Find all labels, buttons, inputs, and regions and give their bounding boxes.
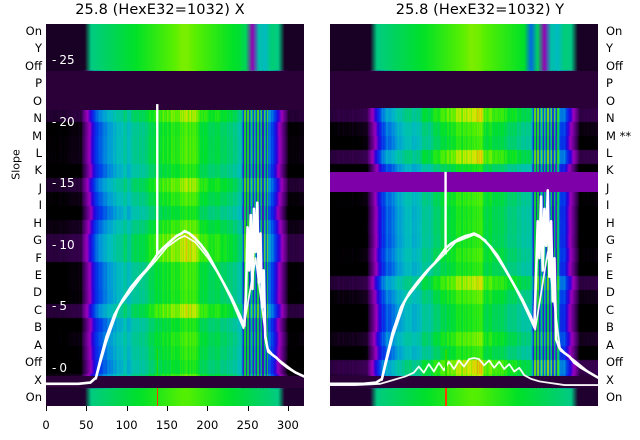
xtickmark-100 — [126, 406, 128, 411]
xtick-150: 150 — [155, 418, 178, 432]
panel-y-title: 25.8 (HexE32=1032) Y — [395, 2, 565, 18]
xtickmark-50 — [86, 406, 88, 411]
category-label-20: X — [606, 372, 614, 387]
panel-y-red-marker-line — [445, 388, 447, 406]
category-label-12: G — [33, 233, 42, 248]
panel-x-plot-area — [46, 24, 304, 406]
xtick-250: 250 — [236, 418, 259, 432]
panel-y-trace-group — [330, 171, 598, 386]
xtickmark-150 — [166, 406, 168, 411]
category-label-18: A — [34, 337, 42, 352]
ytick-0: -0 — [52, 361, 67, 375]
panel-y-dark-band-top — [330, 70, 598, 108]
xtickmark-250 — [247, 406, 249, 411]
xtickmark-0 — [46, 406, 47, 411]
panel-x-title: 25.8 (HexE32=1032) X — [75, 2, 245, 18]
category-label-8: K — [606, 163, 614, 178]
trace-main — [330, 189, 598, 386]
category-label-11: H — [606, 215, 615, 230]
category-label-21: On — [25, 390, 42, 404]
xtickmark-300 — [287, 406, 289, 411]
left-category-axis: On Y Off P O N M L K J I H G F E D C B A Off X On — [4, 24, 44, 406]
xtick-300: 300 — [276, 418, 299, 432]
category-label-2: Off — [606, 58, 623, 73]
category-label-4: O — [606, 93, 616, 108]
category-label-4: O — [32, 93, 42, 108]
panel-y: 25.8 (HexE32=1032) Y -25-20-15-10-5-0 05… — [320, 0, 640, 440]
panel-x-red-marker-line — [156, 388, 159, 406]
xtick-100: 100 — [115, 418, 138, 432]
category-label-20: X — [34, 372, 42, 387]
category-label-1: Y — [606, 41, 614, 56]
xtickmark-200 — [207, 406, 209, 411]
category-label-19: Off — [606, 355, 623, 370]
category-label-17: B — [34, 320, 42, 335]
y-axis-title: Slope — [9, 149, 23, 180]
category-label-15: D — [33, 285, 42, 300]
category-label-6: M ** — [606, 128, 632, 143]
category-label-5: N — [606, 111, 615, 126]
panel-y-green-marker-line — [445, 349, 447, 377]
panel-y-plot-area — [330, 24, 598, 406]
category-label-13: F — [606, 250, 613, 265]
category-label-5: N — [33, 111, 42, 126]
category-label-11: H — [33, 215, 42, 230]
category-label-15: D — [606, 285, 615, 300]
xtick-0: 0 — [42, 418, 50, 432]
xtick-200: 200 — [196, 418, 219, 432]
panel-x-dark-band-bottom — [46, 375, 304, 389]
ytick-5: -5 — [52, 299, 67, 314]
xtick-50: 50 — [78, 418, 94, 432]
panel-x-dark-band-top — [46, 70, 304, 111]
category-label-0: On — [606, 24, 623, 38]
panel-x-y-ticklabels: -25 -20 -15 -10 -5 -0 — [48, 24, 96, 406]
category-label-0: On — [25, 24, 42, 38]
ytick-25: -25 — [52, 53, 75, 67]
panel-x-x-axis: 0 50 100 150 200 250 300 — [42, 406, 304, 440]
right-category-axis: On Y Off P O N M ** L K J I H G F E D C B A Off X On — [604, 24, 640, 406]
ytick-15: -15 — [52, 176, 75, 191]
category-label-10: I — [606, 198, 610, 213]
category-label-1: Y — [34, 41, 42, 56]
category-label-8: K — [34, 163, 42, 178]
category-label-7: L — [35, 146, 42, 160]
category-label-3: P — [606, 76, 613, 91]
panel-x: 25.8 (HexE32=1032) X -25 -20 -15 -10 -5 -0 0 5… — [42, 2, 304, 440]
category-label-16: C — [33, 302, 42, 317]
category-label-18: A — [606, 337, 614, 352]
category-label-7: L — [606, 146, 613, 160]
panel-y-magenta-band — [330, 171, 598, 192]
category-label-6: M — [32, 128, 42, 143]
trace-secondary — [95, 235, 304, 380]
category-label-21: On — [606, 390, 623, 404]
category-label-14: E — [606, 268, 614, 282]
category-label-13: F — [35, 250, 42, 265]
category-label-16: C — [606, 302, 615, 317]
trace-secondary — [381, 233, 598, 381]
category-label-12: G — [606, 233, 615, 248]
category-label-3: P — [35, 76, 42, 91]
category-label-14: E — [34, 268, 42, 282]
category-label-9: J — [606, 180, 610, 195]
category-label-17: B — [606, 320, 614, 335]
category-label-19: Off — [25, 355, 42, 370]
panel-x-trace-group — [46, 104, 304, 386]
category-label-2: Off — [25, 58, 42, 73]
trace-ripple — [330, 357, 598, 386]
category-label-9: J — [38, 180, 42, 195]
ytick-20: -20 — [52, 114, 75, 129]
ytick-10: -10 — [52, 237, 75, 252]
category-label-10: I — [38, 198, 42, 213]
panel-x-green-marker-line — [156, 349, 159, 377]
